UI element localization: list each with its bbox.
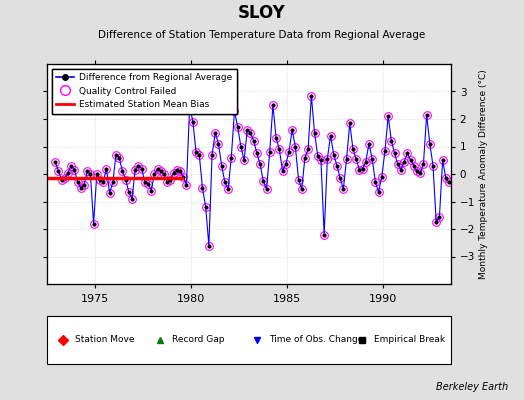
Text: 1985: 1985 [273,294,301,304]
Text: SLOY: SLOY [238,4,286,22]
Text: Station Move: Station Move [75,336,135,344]
Text: Record Gap: Record Gap [172,336,225,344]
Legend: Difference from Regional Average, Quality Control Failed, Estimated Station Mean: Difference from Regional Average, Qualit… [52,68,236,114]
Y-axis label: Monthly Temperature Anomaly Difference (°C): Monthly Temperature Anomaly Difference (… [479,69,488,279]
Text: 1990: 1990 [369,294,398,304]
Text: Berkeley Earth: Berkeley Earth [436,382,508,392]
Text: Difference of Station Temperature Data from Regional Average: Difference of Station Temperature Data f… [99,30,425,40]
Text: 1980: 1980 [177,294,205,304]
Text: Time of Obs. Change: Time of Obs. Change [269,336,364,344]
Text: 1975: 1975 [81,294,110,304]
Text: Empirical Break: Empirical Break [374,336,445,344]
